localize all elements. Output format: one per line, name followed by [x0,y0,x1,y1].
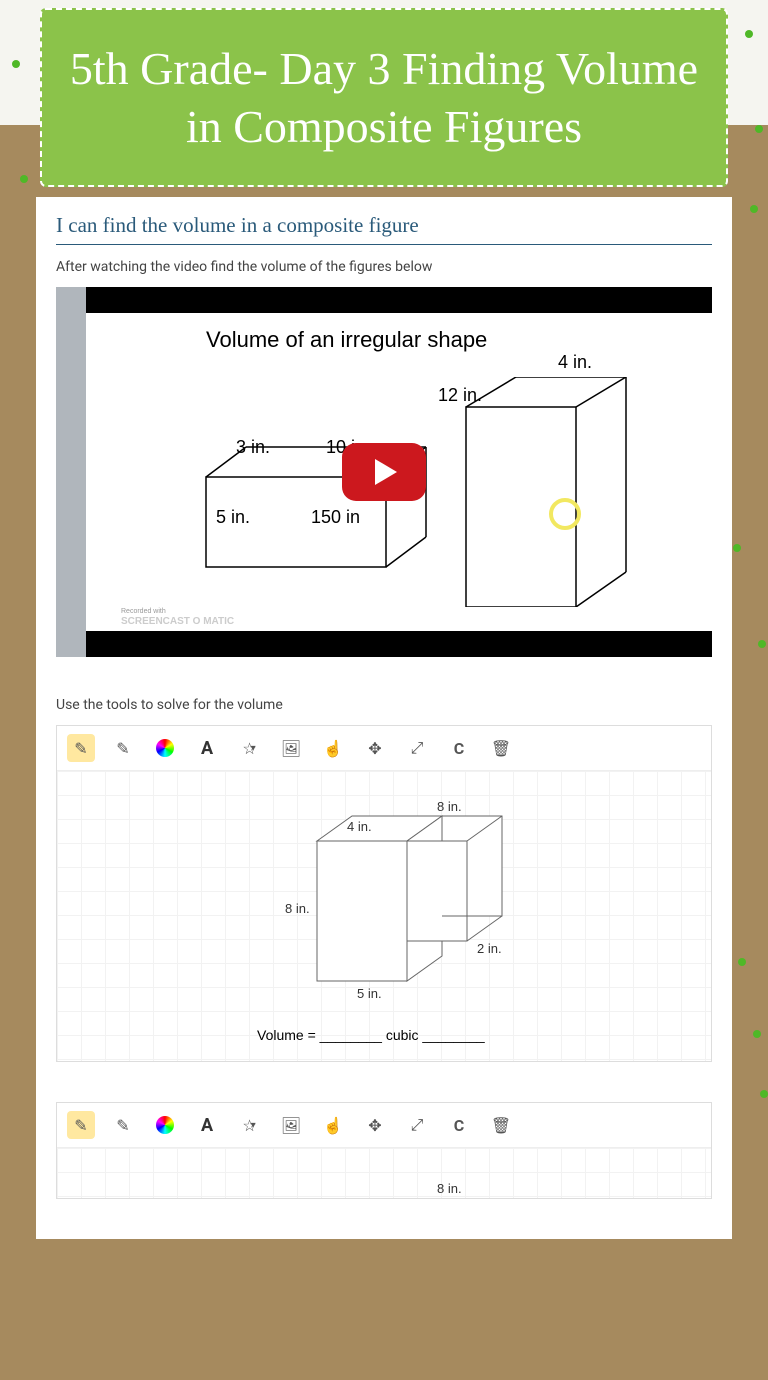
fig1-4in: 4 in. [347,819,372,834]
confetti-dot [738,958,746,966]
shape-tool[interactable]: ☆▾ [235,1111,263,1139]
move-tool[interactable]: ✥ [361,734,389,762]
image-tool[interactable]: 🖼 [277,1111,305,1139]
video-player[interactable]: Volume of an irregular shape 4 [56,287,712,657]
color-picker[interactable] [151,1111,179,1139]
watermark: SCREENCAST O MATIC [121,616,234,627]
confetti-dot [750,205,758,213]
watermark-small: Recorded with [121,608,166,615]
confetti-dot [733,544,741,552]
shape-tool[interactable]: ☆▾ [235,734,263,762]
page-title: 5th Grade- Day 3 Finding Volume in Compo… [62,40,706,155]
instruction-tools: Use the tools to solve for the volume [56,697,712,713]
video-dim-5in: 5 in. [216,507,250,528]
video-dim-3in: 3 in. [236,437,270,458]
confetti-dot [760,1090,768,1098]
header-region: 5th Grade- Day 3 Finding Volume in Compo… [0,0,768,227]
video-dim-4in: 4 in. [558,352,592,373]
fig1-8in-left: 8 in. [285,901,310,916]
video-dim-12in: 12 in. [438,385,482,406]
pencil-tool-2[interactable]: ✎ [109,734,137,762]
confetti-dot [755,125,763,133]
expand-tool[interactable]: ⤢ [403,1111,431,1139]
toolbar-1: ✎ ✎ A ☆▾ 🖼 ☝ ✥ ⤢ C 🗑 [57,726,711,771]
fig1-8in-top: 8 in. [437,799,462,814]
video-caption: Volume of an irregular shape [206,327,487,353]
text-tool[interactable]: A [193,734,221,762]
fig1-5in: 5 in. [357,986,382,1001]
confetti-dot [20,175,28,183]
pencil-tool[interactable]: ✎ [67,734,95,762]
pointer-tool[interactable]: ☝ [319,734,347,762]
canvas-1[interactable]: 8 in. 4 in. 8 in. 2 in. 5 in. Volume = _… [57,771,711,1061]
confetti-dot [745,30,753,38]
header-banner: 5th Grade- Day 3 Finding Volume in Compo… [40,8,728,187]
pencil-tool-2[interactable]: ✎ [109,1111,137,1139]
cursor-highlight-icon [548,497,582,531]
expand-tool[interactable]: ⤢ [403,734,431,762]
lesson-objective: I can find the volume in a composite fig… [56,213,712,245]
fig1-2in: 2 in. [477,941,502,956]
redo-tool[interactable]: C [445,734,473,762]
color-picker[interactable] [151,734,179,762]
play-button[interactable] [342,443,426,501]
confetti-dot [12,60,20,68]
pointer-tool[interactable]: ☝ [319,1111,347,1139]
fig1-volume-blank: Volume = ________ cubic ________ [257,1027,485,1043]
text-tool[interactable]: A [193,1111,221,1139]
redo-tool[interactable]: C [445,1111,473,1139]
instruction-video: After watching the video find the volume… [56,259,712,275]
trash-tool[interactable]: 🗑 [487,1111,515,1139]
move-tool[interactable]: ✥ [361,1111,389,1139]
canvas-2[interactable]: 8 in. [57,1148,711,1198]
content-card: I can find the volume in a composite fig… [36,197,732,1239]
fig2-8in: 8 in. [437,1181,462,1196]
trash-tool[interactable]: 🗑 [487,734,515,762]
video-dim-150: 150 in [311,507,360,528]
figure-1-shape [297,801,527,1011]
toolbar-2: ✎ ✎ A ☆▾ 🖼 ☝ ✥ ⤢ C 🗑 [57,1103,711,1148]
confetti-dot [753,1030,761,1038]
image-tool[interactable]: 🖼 [277,734,305,762]
pencil-tool[interactable]: ✎ [67,1111,95,1139]
drawing-area-2: ✎ ✎ A ☆▾ 🖼 ☝ ✥ ⤢ C 🗑 8 in. [56,1102,712,1199]
drawing-area-1: ✎ ✎ A ☆▾ 🖼 ☝ ✥ ⤢ C 🗑 [56,725,712,1062]
confetti-dot [758,640,766,648]
